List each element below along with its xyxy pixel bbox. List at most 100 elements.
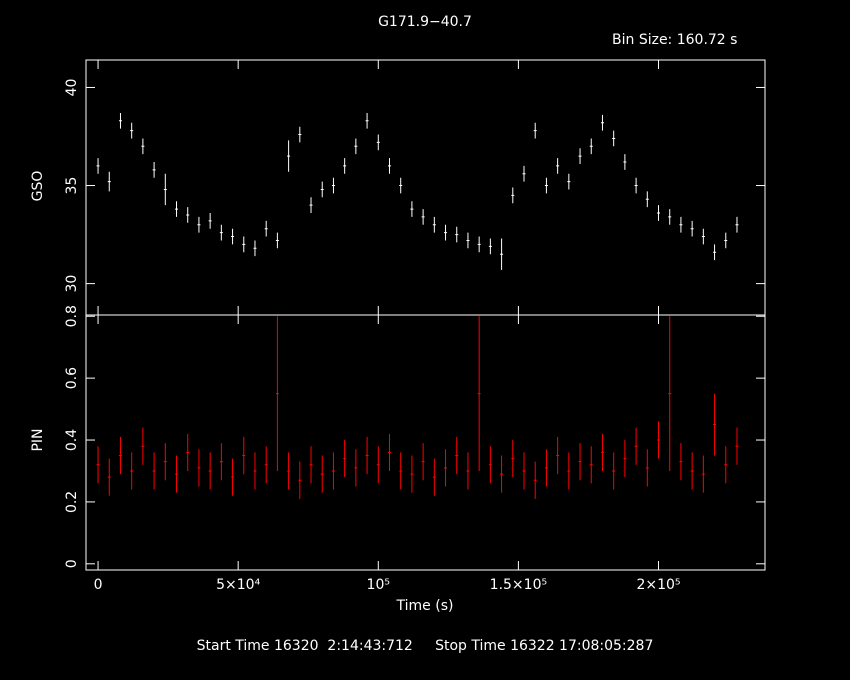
error-bar [298, 126, 302, 143]
error-bar [533, 461, 537, 499]
error-bar [600, 433, 604, 471]
error-bar [645, 191, 649, 208]
error-bar [432, 458, 436, 496]
error-bar [690, 220, 694, 237]
error-bar [275, 316, 279, 471]
error-bar [365, 112, 369, 129]
error-bar [141, 427, 145, 465]
footer: Start Time 16320 2:14:43:712 Stop Time 1… [197, 638, 654, 654]
error-bar [589, 138, 593, 155]
error-bar [500, 455, 504, 493]
x-tick-label: 1.5×10⁵ [490, 577, 547, 593]
error-bar [432, 216, 436, 233]
error-bar [96, 446, 100, 484]
error-bar [242, 236, 246, 253]
error-bar [578, 443, 582, 481]
error-bar [679, 216, 683, 233]
error-bar [556, 436, 560, 475]
error-bar [376, 134, 380, 151]
error-bar [130, 452, 134, 490]
x-tick-label: 2×10⁵ [636, 577, 680, 593]
x-axis-label: Time (s) [396, 598, 454, 614]
error-bar [556, 158, 560, 174]
error-bar [544, 177, 548, 194]
error-bar [141, 138, 145, 155]
error-bar [600, 114, 604, 131]
x-tick-label: 5×10⁴ [216, 577, 260, 593]
error-bar [500, 238, 504, 270]
error-bar [410, 201, 414, 217]
plot-frame [85, 314, 766, 571]
error-bar [567, 452, 571, 490]
error-bar [107, 171, 111, 192]
error-bar [309, 197, 313, 213]
error-bar [163, 173, 167, 206]
error-bar [309, 446, 313, 484]
error-bar [657, 421, 661, 459]
error-bar [118, 436, 122, 475]
error-bar [466, 452, 470, 490]
error-bar [331, 177, 335, 194]
chart-title: G171.9−40.7 [378, 14, 472, 30]
error-bar [724, 232, 728, 249]
error-bar [208, 452, 212, 490]
error-bar [264, 220, 268, 237]
error-bar [130, 122, 134, 139]
error-bar [354, 138, 358, 155]
y-tick-label: 0 [64, 559, 80, 568]
error-bar [175, 201, 179, 217]
error-bar [231, 458, 235, 496]
y-tick-label: 35 [64, 177, 80, 195]
error-bar [376, 446, 380, 484]
error-bar [343, 440, 347, 478]
error-bar [444, 449, 448, 487]
error-bar [544, 449, 548, 487]
error-bar [264, 446, 268, 484]
error-bar [455, 226, 459, 243]
error-bar [488, 238, 492, 255]
error-bar [410, 455, 414, 493]
error-bar [713, 393, 717, 456]
error-bar [735, 216, 739, 233]
error-bar [634, 177, 638, 194]
error-bar [343, 158, 347, 174]
error-bar [724, 446, 728, 484]
error-bar [589, 446, 593, 484]
error-bar [623, 440, 627, 478]
error-bar [399, 452, 403, 490]
error-bar [287, 452, 291, 490]
error-bar [477, 316, 481, 471]
error-bar [253, 452, 257, 490]
error-bar [735, 427, 739, 465]
y-tick-label: 40 [64, 79, 80, 97]
error-bar [320, 181, 324, 198]
error-bar [578, 148, 582, 164]
bin-size: Bin Size: 160.72 s [612, 32, 737, 48]
error-bar [186, 207, 190, 223]
error-bar [242, 436, 246, 475]
y-tick-label: 0.4 [64, 429, 80, 451]
error-bar [421, 443, 425, 481]
error-bar [118, 112, 122, 129]
error-bar [567, 173, 571, 190]
x-tick-label: 0 [94, 577, 103, 593]
y-axis-label: PIN [30, 428, 46, 451]
error-bar [287, 140, 291, 172]
error-bar [354, 449, 358, 487]
error-bar [197, 216, 201, 233]
error-bar [163, 443, 167, 481]
error-bar [679, 443, 683, 481]
error-bar [645, 449, 649, 487]
error-bar [657, 205, 661, 221]
error-bar [522, 452, 526, 490]
error-bar [612, 452, 616, 490]
error-bar [668, 209, 672, 225]
error-bar [421, 209, 425, 225]
error-bar [455, 436, 459, 475]
error-bar [488, 446, 492, 484]
y-tick-label: 0.8 [64, 305, 80, 327]
error-bar [152, 162, 156, 178]
error-bar [690, 452, 694, 490]
error-bar [701, 228, 705, 245]
error-bar [668, 316, 672, 471]
